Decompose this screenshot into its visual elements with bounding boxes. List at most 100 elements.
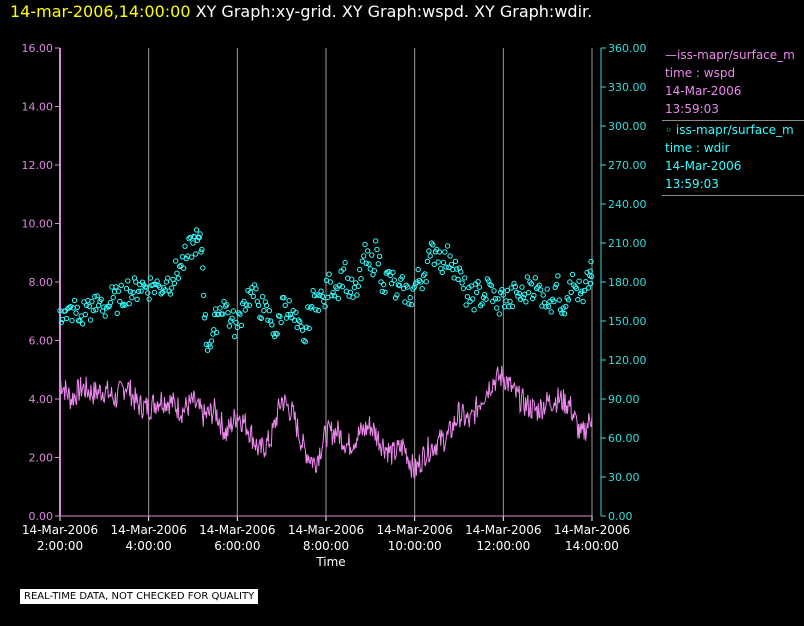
y-right-tick-label: 210.00 <box>608 237 647 250</box>
wdir-point <box>459 280 465 286</box>
wdir-point <box>277 313 283 320</box>
wdir-point <box>321 298 327 305</box>
wdir-point <box>197 231 203 237</box>
wdir-point <box>189 254 195 260</box>
y-right-tick-label: 60.00 <box>608 432 640 445</box>
wdir-point <box>379 288 385 295</box>
wdir-point <box>588 273 595 280</box>
x-tick-label-time: 12:00:00 <box>476 539 530 553</box>
wdir-point <box>373 238 379 244</box>
wdir-point <box>369 252 375 258</box>
wdir-point <box>327 279 334 285</box>
wdir-point <box>173 258 179 264</box>
wdir-point <box>499 287 505 293</box>
legend-series-date: 14-Mar-2006 <box>665 84 742 98</box>
wdir-point <box>458 269 464 275</box>
wdir-point <box>563 303 569 310</box>
wdir-point <box>169 285 175 291</box>
wdir-point <box>241 298 247 305</box>
wdir-point <box>167 291 174 297</box>
wdir-point <box>565 297 572 303</box>
wdir-point <box>475 279 481 285</box>
wdir-point <box>220 311 226 317</box>
wdir-point <box>523 299 529 305</box>
wdir-point <box>555 273 561 279</box>
wdir-point <box>407 294 413 301</box>
wdir-point <box>307 305 314 311</box>
wdir-point <box>198 249 204 255</box>
wdir-point <box>448 261 455 268</box>
wdir-point <box>536 282 542 288</box>
wdir-point <box>224 302 230 308</box>
y-right-tick-label: 90.00 <box>608 393 640 406</box>
wdir-point <box>193 227 200 233</box>
chart-title: 14-mar-2006,14:00:00 XY Graph:xy-grid. X… <box>10 2 592 21</box>
wdir-point <box>118 282 124 288</box>
wdir-point <box>553 281 560 288</box>
wdir-point <box>265 317 271 323</box>
wdir-point <box>208 338 215 344</box>
wdir-point <box>146 296 152 302</box>
wdir-point <box>529 295 536 302</box>
legend-entry-wspd: —iss-mapr/surface_m time : wspd 14-Mar-2… <box>662 46 804 121</box>
wdir-point <box>524 274 530 280</box>
wdir-point <box>383 270 389 276</box>
wdir-point <box>147 275 154 281</box>
wdir-point <box>282 302 288 308</box>
wdir-point <box>504 287 510 294</box>
wdir-point <box>310 287 316 294</box>
wdir-point <box>259 294 266 300</box>
x-tick-label-time: 14:00:00 <box>565 539 619 553</box>
wdir-point <box>350 294 356 300</box>
wdir-point <box>431 261 437 268</box>
quality-notice: REAL-TIME DATA, NOT CHECKED FOR QUALITY <box>20 589 259 604</box>
wdir-point <box>113 284 119 290</box>
wdir-point <box>174 270 180 276</box>
wdir-point <box>512 284 518 290</box>
wdir-point <box>86 303 93 310</box>
y-left-tick-label: 14.00 <box>22 101 54 114</box>
wdir-point <box>443 264 449 270</box>
wdir-point <box>392 295 399 301</box>
wdir-point <box>391 277 397 283</box>
wdir-point <box>306 325 312 332</box>
wdir-point <box>255 302 262 308</box>
wdir-point <box>543 304 549 310</box>
wdir-point <box>532 275 538 281</box>
wdir-point <box>467 298 473 305</box>
wdir-point <box>545 303 552 310</box>
wdir-point <box>492 296 499 302</box>
wdir-point <box>588 258 594 265</box>
x-tick-label-time: 4:00:00 <box>126 539 172 553</box>
wdir-point <box>371 268 377 274</box>
wdir-point <box>303 324 310 330</box>
wdir-point <box>114 310 120 316</box>
wdir-point <box>293 309 299 316</box>
wdir-point <box>569 271 576 278</box>
wdir-point <box>551 298 557 305</box>
wdir-point <box>309 303 315 310</box>
wdir-point <box>394 292 400 298</box>
title-timestamp: 14-mar-2006,14:00:00 <box>10 2 191 21</box>
y-left-tick-label: 0.00 <box>29 510 54 523</box>
wdir-point <box>576 278 582 284</box>
y-right-tick-label: 330.00 <box>608 81 647 94</box>
legend-entry-wdir: ◦ iss-mapr/surface_m time : wdir 14-Mar-… <box>662 121 804 196</box>
wdir-point <box>153 281 159 288</box>
wdir-point <box>237 311 243 317</box>
wdir-point <box>353 280 359 286</box>
wdir-point <box>365 248 371 254</box>
wdir-point <box>423 279 429 285</box>
wdir-point <box>287 311 294 318</box>
wdir-point <box>126 301 132 307</box>
wdir-point <box>258 315 264 321</box>
wdir-point <box>561 311 568 317</box>
wdir-point <box>74 304 81 310</box>
y-right-tick-label: 180.00 <box>608 276 647 289</box>
wdir-point <box>354 292 360 298</box>
wdir-point <box>390 269 396 276</box>
wdir-point <box>107 299 114 306</box>
y-right-tick-label: 0.00 <box>608 510 633 523</box>
wdir-point <box>181 265 187 271</box>
